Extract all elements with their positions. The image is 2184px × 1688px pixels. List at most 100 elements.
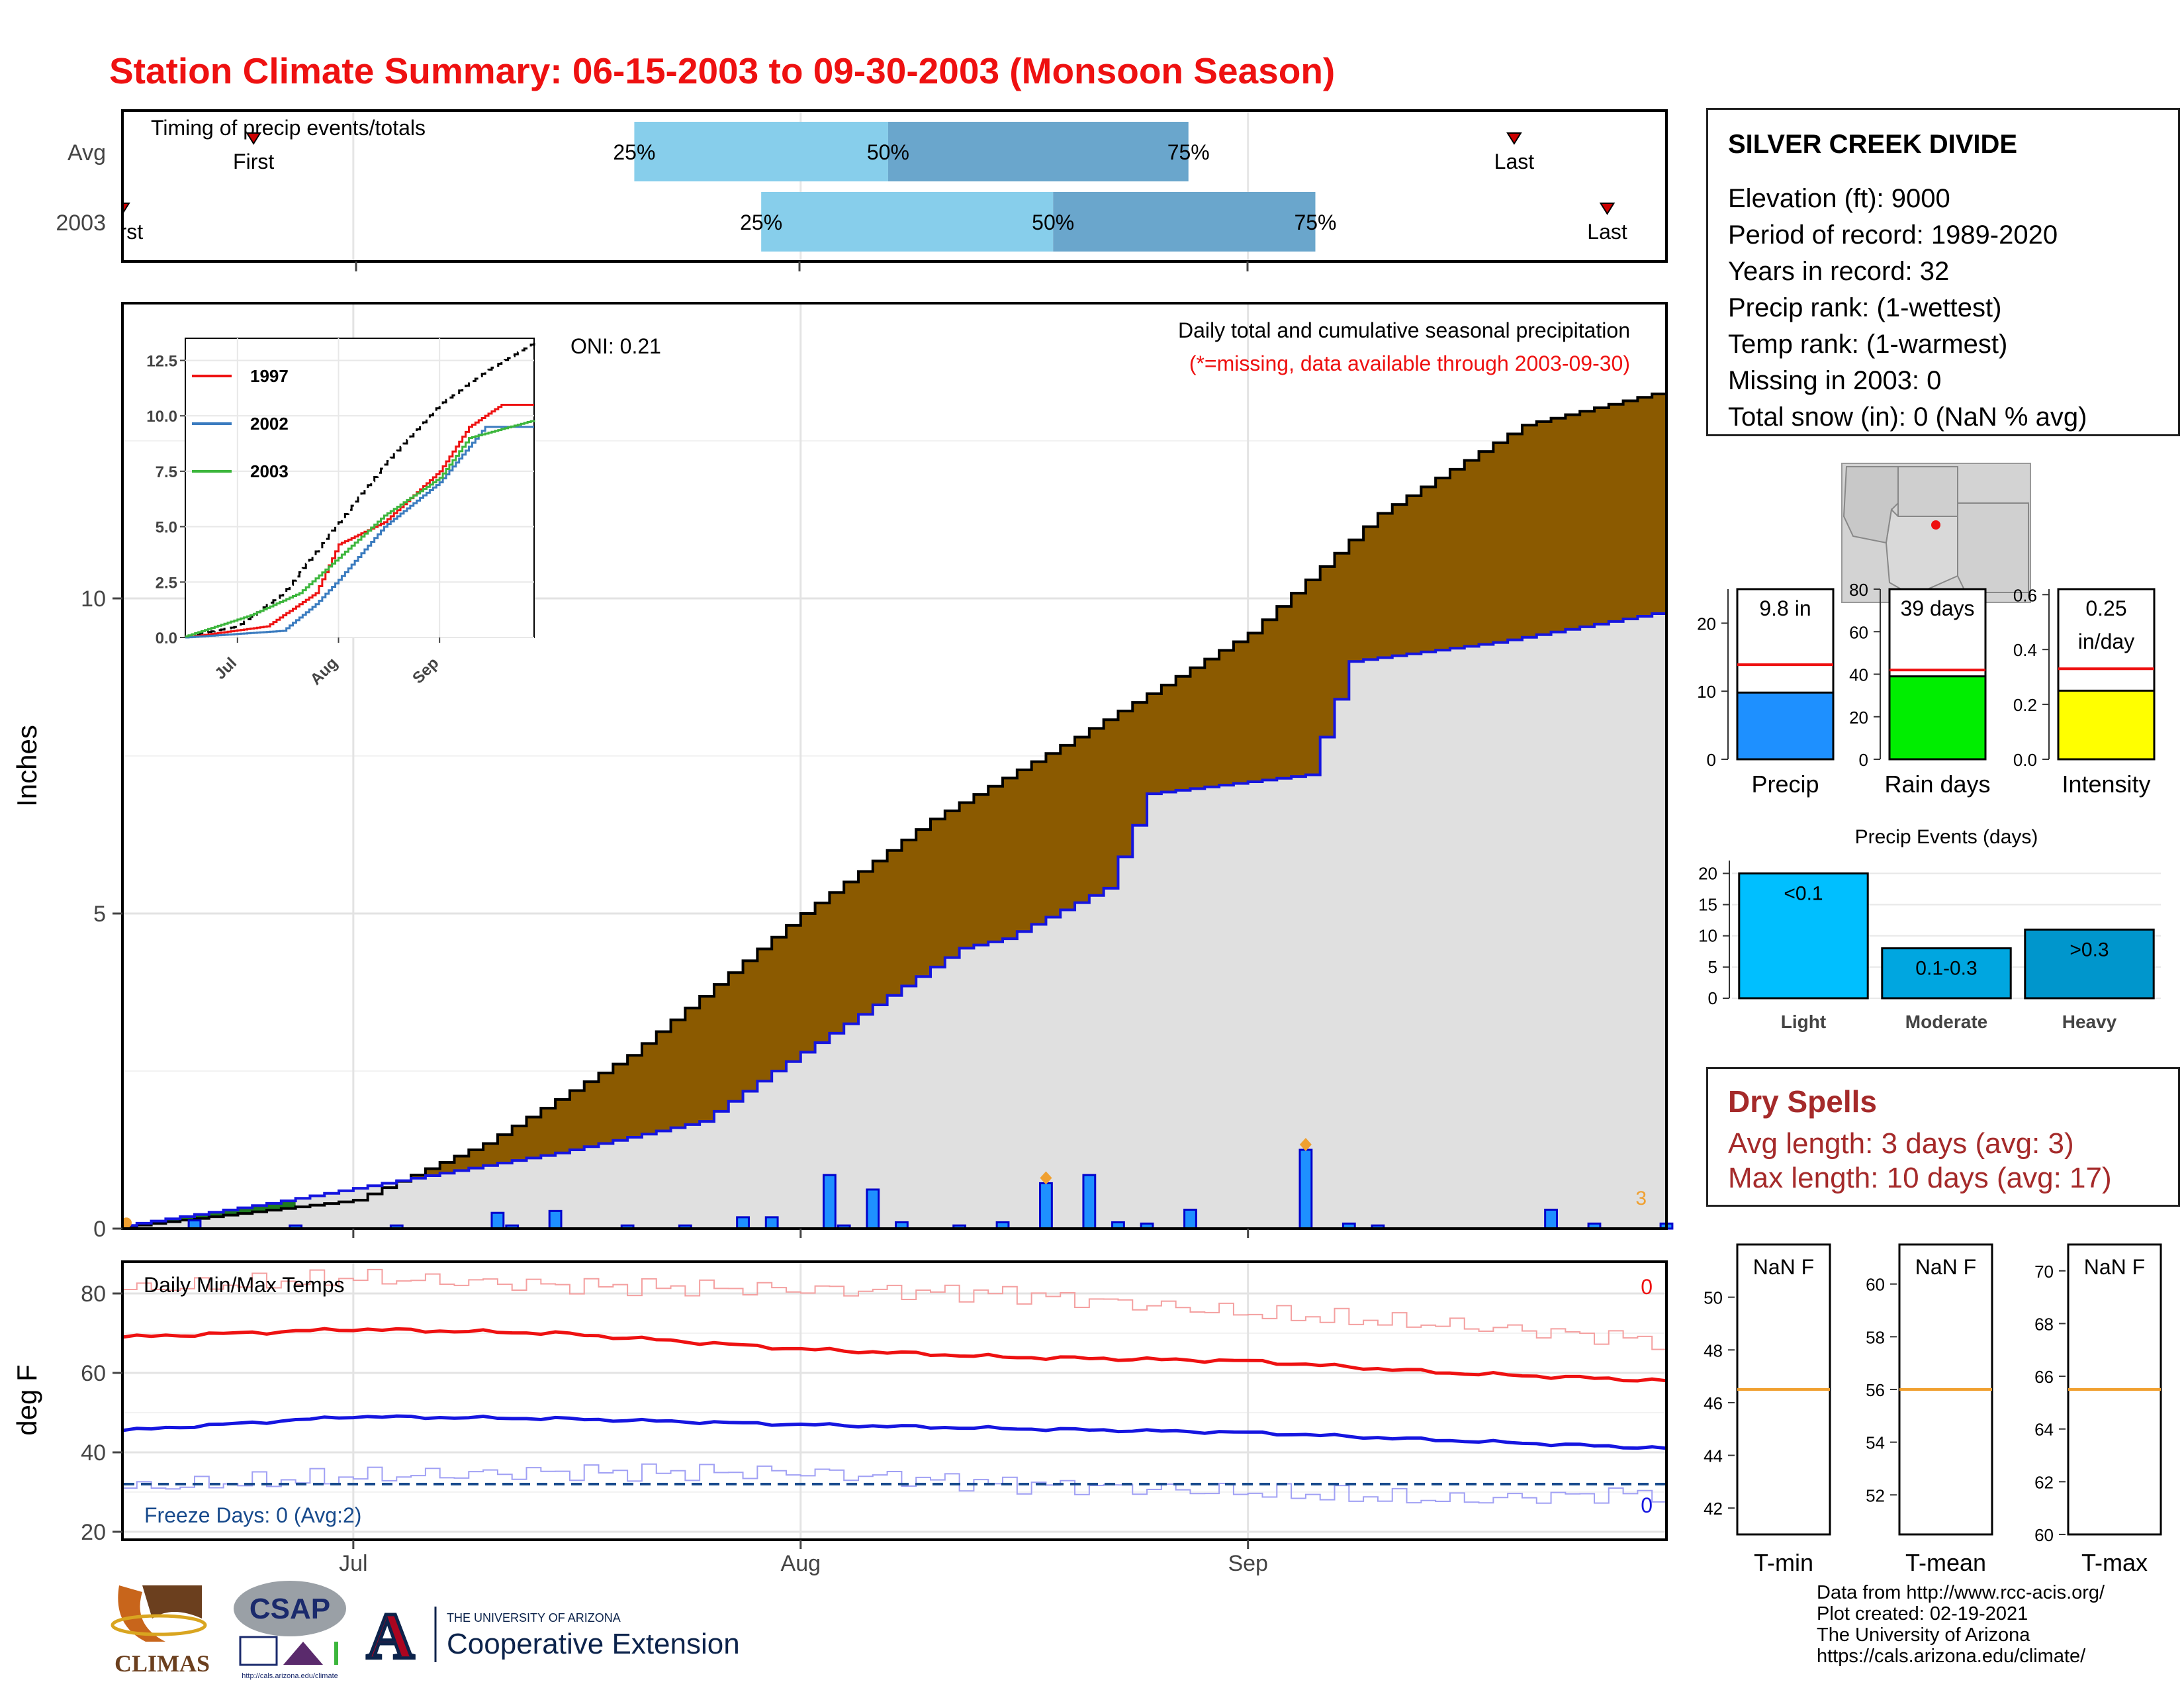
temp-y-label: deg F bbox=[11, 1364, 42, 1435]
events-y-tick: 15 bbox=[1698, 895, 1717, 915]
dry-spells-box: Dry Spells Avg length: 3 days (avg: 3) M… bbox=[1706, 1067, 2180, 1207]
climas-logo: CLIMAS bbox=[111, 1585, 210, 1677]
mini-bar-tick: 0.6 bbox=[2013, 585, 2037, 605]
temp-panel-frame bbox=[121, 1260, 1668, 1541]
timing-panel-label: Timing of precip events/totals bbox=[151, 116, 426, 140]
events-category-label: Heavy bbox=[2062, 1011, 2117, 1032]
avg-first-marker bbox=[246, 132, 261, 145]
temp-box-tick: 66 bbox=[2034, 1367, 2054, 1387]
temp-box-tick: 44 bbox=[1704, 1446, 1723, 1466]
avg-quartile-50-75 bbox=[887, 122, 1189, 181]
x-tick-month: Jul bbox=[339, 1551, 367, 1576]
temp-box-tick: 50 bbox=[1704, 1288, 1723, 1308]
station-elevation: Elevation (ft): 9000 bbox=[1728, 184, 1950, 213]
tmin-observed-line bbox=[122, 1463, 1667, 1504]
temp-y-tick: 20 bbox=[81, 1520, 106, 1545]
obs-quartile-25-50 bbox=[761, 192, 1054, 252]
temp-box-tick: 54 bbox=[1866, 1433, 1885, 1453]
temp-box-value: NaN F bbox=[1753, 1255, 1814, 1279]
inset-y-tick: 7.5 bbox=[156, 463, 177, 481]
daily-precip-bar bbox=[764, 1216, 779, 1230]
station-snow: Total snow (in): 0 (NaN % avg) bbox=[1728, 402, 2087, 432]
freeze-days-label: Freeze Days: 0 (Avg:2) bbox=[144, 1503, 361, 1527]
avg-first-label: First bbox=[233, 150, 274, 173]
daily-max-marker bbox=[1040, 1171, 1052, 1185]
avg-q50-label: 50% bbox=[867, 140, 909, 164]
avg-last-label: Last bbox=[1494, 150, 1535, 173]
avg-quartile-25-50 bbox=[634, 122, 888, 181]
mini-bar-label: Rain days bbox=[1884, 771, 1990, 798]
daily-precip-bar bbox=[736, 1216, 750, 1230]
footer-created: Plot created: 02-19-2021 bbox=[1817, 1603, 2028, 1624]
mini-bar-label: Intensity bbox=[2062, 771, 2150, 798]
footer-url: https://cals.arizona.edu/climate/ bbox=[1817, 1646, 2086, 1667]
inset-y-tick: 2.5 bbox=[156, 574, 177, 592]
inset-y-tick: 12.5 bbox=[146, 352, 177, 370]
mini-bar-value-text: 39 days bbox=[1900, 596, 1974, 620]
mini-bar-value-1 bbox=[1888, 675, 1987, 761]
avg-last-marker bbox=[1506, 132, 1522, 145]
events-bar-label: 0.1-0.3 bbox=[1915, 958, 1977, 980]
precip-y-label: Inches bbox=[11, 725, 42, 807]
station-name: SILVER CREEK DIVIDE bbox=[1728, 130, 2018, 159]
mini-bar-value-text: 9.8 in bbox=[1759, 596, 1811, 620]
station-missing: Missing in 2003: 0 bbox=[1728, 366, 1942, 395]
daily-precip-bar bbox=[1298, 1149, 1313, 1230]
temp-box-tick: 60 bbox=[2034, 1525, 2054, 1545]
obs-quartile-50-75 bbox=[1053, 192, 1316, 252]
temp-box-tick: 60 bbox=[1866, 1275, 1885, 1295]
precip-y-tick: 10 bbox=[81, 586, 106, 612]
station-info-box: SILVER CREEK DIVIDE Elevation (ft): 9000… bbox=[1706, 108, 2180, 436]
temp-y-tick: 60 bbox=[81, 1361, 106, 1386]
ua-big-text: Cooperative Extension bbox=[447, 1628, 740, 1660]
precip-y-tick: 5 bbox=[93, 902, 106, 927]
temp-y-tick: 40 bbox=[81, 1440, 106, 1466]
mini-bar-tick: 0.4 bbox=[2013, 640, 2037, 660]
events-category-label: Moderate bbox=[1905, 1011, 1987, 1032]
figure-title: Station Climate Summary: 06-15-2003 to 0… bbox=[109, 50, 1335, 91]
temp-box-tick: 68 bbox=[2034, 1314, 2054, 1334]
events-y-tick: 5 bbox=[1708, 957, 1717, 977]
x-tick-month: Sep bbox=[1228, 1551, 1268, 1576]
temp-box-value: NaN F bbox=[2084, 1255, 2145, 1279]
inset-y-tick: 5.0 bbox=[156, 519, 177, 537]
tmax-avg-line bbox=[122, 1327, 1667, 1383]
avg-above-obs-band bbox=[122, 390, 1666, 1226]
inset-legend-label: 2003 bbox=[250, 461, 289, 481]
missing-note: (*=missing, data available through 2003-… bbox=[1189, 352, 1630, 375]
dry-spells-avg: Avg length: 3 days (avg: 3) bbox=[1728, 1127, 2074, 1160]
mini-bar-tick: 80 bbox=[1849, 580, 1868, 600]
events-category-label: Light bbox=[1781, 1011, 1826, 1032]
avg-q25-label: 25% bbox=[613, 140, 655, 164]
temp-box-label: T-max bbox=[2081, 1549, 2148, 1576]
inset-y-tick: 10.0 bbox=[146, 408, 177, 426]
events-bar-label: <0.1 bbox=[1784, 882, 1823, 904]
temp-panel: Daily Min/Max Temps Freeze Days: 0 (Avg:… bbox=[11, 1260, 1668, 1576]
events-y-tick: 20 bbox=[1698, 863, 1717, 883]
timing-panel: Timing of precip events/totals Avg 2003 … bbox=[56, 109, 1668, 271]
temp-box-tick: 70 bbox=[2034, 1262, 2054, 1282]
events-bar-label: >0.3 bbox=[2070, 939, 2109, 961]
mini-bar-tick: 0.2 bbox=[2013, 695, 2037, 715]
mini-bar-tick: 0 bbox=[1707, 750, 1716, 770]
timing-row-obs: 2003 bbox=[56, 211, 106, 236]
x-tick-month: Aug bbox=[781, 1551, 821, 1576]
mini-bar-value-2 bbox=[2057, 689, 2156, 761]
mini-bar-tick: 10 bbox=[1697, 682, 1716, 702]
daily-precip-bar bbox=[1039, 1182, 1053, 1230]
events-bar-moderate bbox=[1881, 947, 2012, 1000]
footer-university: The University of Arizona bbox=[1817, 1624, 2030, 1646]
station-period: Period of record: 1989-2020 bbox=[1728, 220, 2058, 250]
mini-bar-tick: 40 bbox=[1849, 665, 1868, 685]
daily-max-marker bbox=[1299, 1138, 1312, 1151]
precip-caption: Daily total and cumulative seasonal prec… bbox=[1178, 318, 1630, 342]
mini-bar-tick: 20 bbox=[1697, 614, 1716, 633]
temp-box-tick: 58 bbox=[1866, 1327, 1885, 1347]
daily-precip-bar bbox=[490, 1211, 505, 1230]
mini-bar-value-text: 0.25 bbox=[2085, 596, 2126, 620]
station-location-marker bbox=[1931, 520, 1940, 530]
temp-box-tick: 62 bbox=[2034, 1472, 2054, 1492]
dry-spells-title: Dry Spells bbox=[1728, 1084, 1877, 1119]
mini-bar-value-text2: in/day bbox=[2078, 630, 2134, 653]
oni-value: ONI: 0.21 bbox=[570, 334, 661, 358]
